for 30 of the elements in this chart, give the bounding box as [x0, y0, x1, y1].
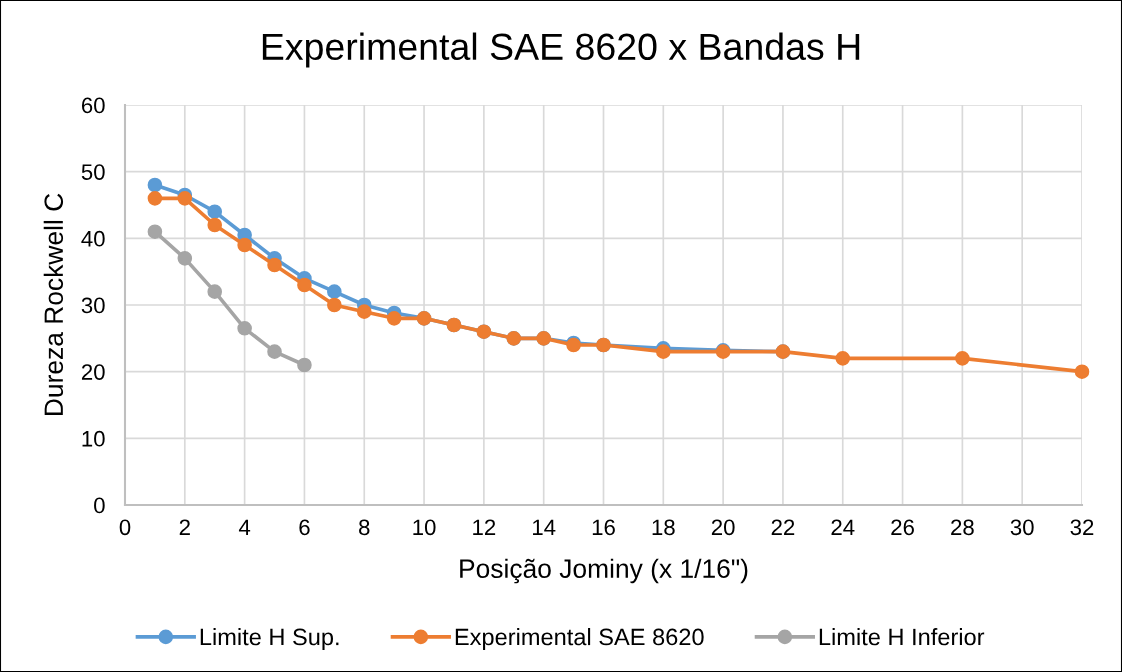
- x-tick-label: 14: [533, 519, 556, 535]
- x-tick-label: 12: [473, 519, 496, 535]
- x-tick-label: 6: [299, 519, 310, 536]
- x-axis-title: Posição Jominy (x 1/16"): [460, 558, 748, 584]
- x-tick-label: 2: [179, 519, 190, 535]
- x-tick-label: 24: [831, 519, 855, 535]
- y-tick-label: 0: [94, 497, 105, 514]
- x-tick-label: 10: [413, 519, 436, 536]
- y-tick-label: 20: [81, 364, 105, 380]
- x-tick-label: 0: [119, 519, 131, 536]
- x-tick-label: 28: [951, 519, 974, 536]
- x-tick-label: 32: [1070, 519, 1094, 536]
- x-tick-label: 22: [771, 519, 795, 535]
- legend-label: Limite H Sup.: [200, 627, 339, 651]
- x-tick-label: 30: [1010, 519, 1034, 536]
- x-tick-label: 18: [652, 519, 675, 536]
- x-tick-label: 8: [359, 519, 370, 536]
- x-tick-label: 4: [238, 519, 251, 535]
- x-tick-label: 16: [592, 519, 615, 536]
- legend-label: Experimental SAE 8620: [455, 627, 704, 651]
- y-tick-label: 60: [81, 97, 105, 114]
- y-tick-label: 40: [81, 230, 105, 247]
- y-tick-label: 30: [81, 297, 105, 314]
- y-tick-label: 50: [81, 164, 105, 180]
- y-axis-title: Dureza Rockwell C: [43, 193, 64, 416]
- legend-label: Limite H Inferior: [819, 627, 985, 646]
- x-tick-label: 20: [711, 519, 735, 536]
- x-tick-label: 26: [891, 519, 914, 536]
- y-tick-label: 10: [82, 430, 105, 447]
- chart-title: Experimental SAE 8620 x Bandas H: [262, 32, 860, 68]
